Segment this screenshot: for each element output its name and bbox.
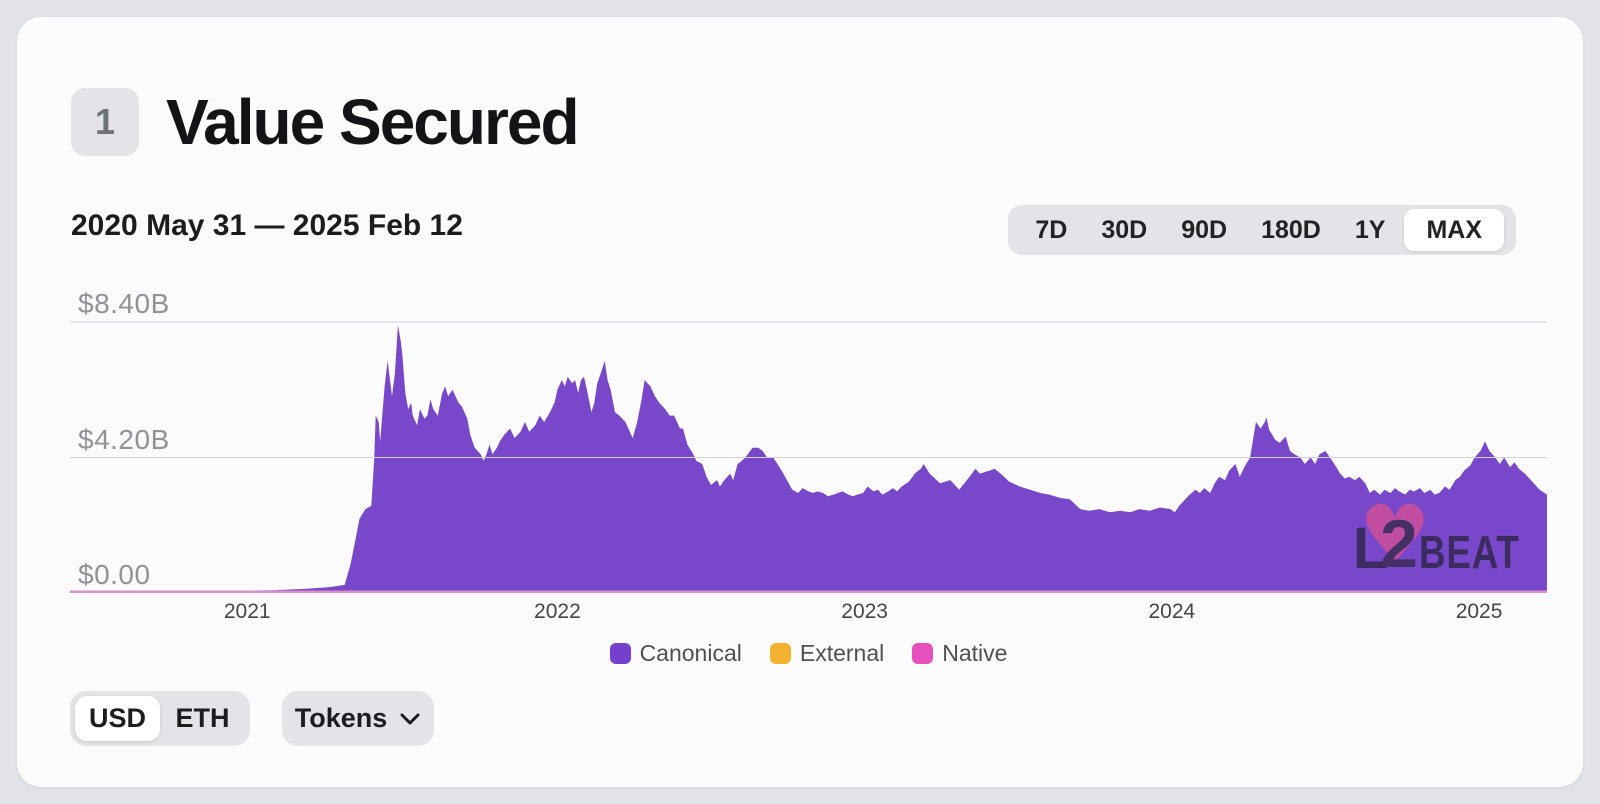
range-option-90d[interactable]: 90D xyxy=(1164,205,1244,255)
tokens-dropdown-label: Tokens xyxy=(294,703,388,733)
y-tick-label: $0.00 xyxy=(78,559,151,590)
range-option-1y[interactable]: 1Y xyxy=(1338,205,1403,255)
tokens-dropdown-button[interactable]: Tokens xyxy=(282,691,434,746)
legend-item-external[interactable]: External xyxy=(769,639,885,667)
time-range-selector: 7D 30D 90D 180D 1Y MAX xyxy=(1008,205,1516,255)
range-option-max[interactable]: MAX xyxy=(1404,209,1504,251)
l2beat-watermark: ♥ L 2 BEAT xyxy=(1353,495,1519,583)
legend-swatch-canonical xyxy=(609,642,631,664)
legend-label: Native xyxy=(942,639,1008,666)
native-baseline-sliver xyxy=(70,590,1547,593)
value-secured-card: 1 Value Secured 2020 May 31 — 2025 Feb 1… xyxy=(17,17,1583,787)
area-chart-plot[interactable] xyxy=(70,318,1547,593)
date-range-label: 2020 May 31 — 2025 Feb 12 xyxy=(71,209,463,242)
y-tick-label: $4.20B xyxy=(78,423,170,455)
range-option-7d[interactable]: 7D xyxy=(1018,205,1084,255)
rank-badge: 1 xyxy=(71,88,139,156)
range-option-30d[interactable]: 30D xyxy=(1084,205,1164,255)
currency-option-eth[interactable]: ETH xyxy=(160,696,245,741)
range-option-180d[interactable]: 180D xyxy=(1244,205,1338,255)
chart-legend: Canonical External Native xyxy=(70,639,1547,667)
legend-item-native[interactable]: Native xyxy=(912,640,1007,667)
header: 1 Value Secured xyxy=(71,85,580,159)
legend-label: Canonical xyxy=(639,639,742,666)
x-axis-labels: 2021 2022 2023 2024 2025 xyxy=(70,600,1547,626)
x-tick-label-2024: 2024 xyxy=(1148,600,1196,623)
x-tick-label-2023: 2023 xyxy=(841,600,888,623)
currency-option-usd[interactable]: USD xyxy=(75,696,160,741)
x-tick-label-2025: 2025 xyxy=(1455,600,1503,623)
page-title: Value Secured xyxy=(166,86,580,158)
y-tick-label: $8.40B xyxy=(78,288,170,319)
watermark-letter-2: 2 xyxy=(1380,506,1418,582)
legend-swatch-external xyxy=(769,642,791,664)
legend-swatch-native xyxy=(912,642,934,664)
legend-label: External xyxy=(799,639,885,666)
value-secured-chart[interactable]: $8.40B $4.20B $0.00 2021 2022 2023 2024 2025 ♥… xyxy=(70,285,1547,660)
watermark-letter-l: L xyxy=(1353,516,1389,581)
watermark-text-beat: BEAT xyxy=(1419,526,1520,578)
chart-controls: USD ETH Tokens xyxy=(70,691,434,746)
chevron-down-icon xyxy=(400,713,420,724)
x-tick-label-2022: 2022 xyxy=(534,600,581,623)
currency-toggle: USD ETH xyxy=(70,691,250,746)
x-tick-label-2021: 2021 xyxy=(223,600,271,623)
heart-icon: ♥ xyxy=(1359,488,1431,581)
legend-item-canonical[interactable]: Canonical xyxy=(609,639,742,667)
canonical-area-series[interactable] xyxy=(70,325,1547,593)
